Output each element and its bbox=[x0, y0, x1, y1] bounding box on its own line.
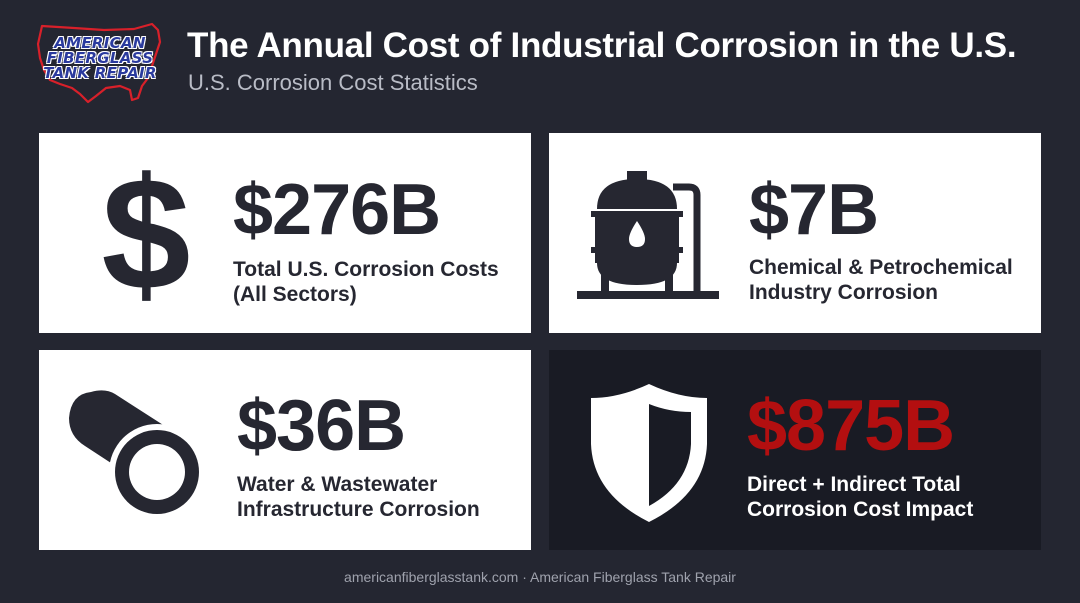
stat-label: Direct + Indirect Total Corrosion Cost I… bbox=[747, 472, 973, 522]
stat-label: Total U.S. Corrosion Costs (All Sectors) bbox=[233, 257, 499, 307]
page-title: The Annual Cost of Industrial Corrosion … bbox=[187, 26, 1017, 65]
logo-line-3: TANK REPAIR bbox=[43, 64, 157, 82]
stat-card-chemical: $7B Chemical & Petrochemical Industry Co… bbox=[549, 133, 1041, 333]
company-logo: AMERICAN FIBERGLASS TANK REPAIR bbox=[34, 20, 164, 106]
dollar-icon: $ bbox=[102, 163, 191, 303]
logo-wordmark: AMERICAN FIBERGLASS TANK REPAIR bbox=[38, 36, 162, 81]
stat-label-line: Total U.S. Corrosion Costs bbox=[233, 258, 499, 281]
storage-tank-icon bbox=[577, 171, 719, 299]
stat-value: $276B bbox=[233, 170, 441, 250]
stat-label-line: Water & Wastewater bbox=[237, 473, 438, 496]
stat-value: $875B bbox=[747, 386, 955, 466]
logo-line-1: AMERICAN bbox=[54, 34, 146, 52]
stat-label-line: Industry Corrosion bbox=[749, 281, 939, 304]
stat-card-water: $36B Water & Wastewater Infrastructure C… bbox=[39, 350, 531, 550]
svg-text:$: $ bbox=[102, 163, 191, 303]
stat-label: Water & Wastewater Infrastructure Corros… bbox=[237, 472, 480, 522]
page-subtitle: U.S. Corrosion Cost Statistics bbox=[188, 70, 478, 95]
stat-label-line: Chemical & Petrochemical bbox=[749, 256, 1013, 279]
usa-map-outline-icon bbox=[36, 22, 162, 104]
shield-icon bbox=[591, 384, 707, 522]
stat-label-line: Infrastructure Corrosion bbox=[237, 498, 480, 521]
stat-card-total-impact: $875B Direct + Indirect Total Corrosion … bbox=[549, 350, 1041, 550]
stat-value: $36B bbox=[237, 386, 406, 466]
footer-attribution: americanfiberglasstank.com · American Fi… bbox=[344, 569, 736, 585]
stat-value: $7B bbox=[749, 170, 879, 250]
stat-label-line: (All Sectors) bbox=[233, 283, 357, 306]
stat-label: Chemical & Petrochemical Industry Corros… bbox=[749, 255, 1013, 305]
pipe-icon bbox=[69, 390, 205, 520]
stat-card-total-costs: $ $276B Total U.S. Corrosion Costs (All … bbox=[39, 133, 531, 333]
logo-line-2: FIBERGLASS bbox=[46, 49, 154, 67]
stat-label-line: Direct + Indirect Total bbox=[747, 473, 961, 496]
stat-label-line: Corrosion Cost Impact bbox=[747, 498, 974, 521]
